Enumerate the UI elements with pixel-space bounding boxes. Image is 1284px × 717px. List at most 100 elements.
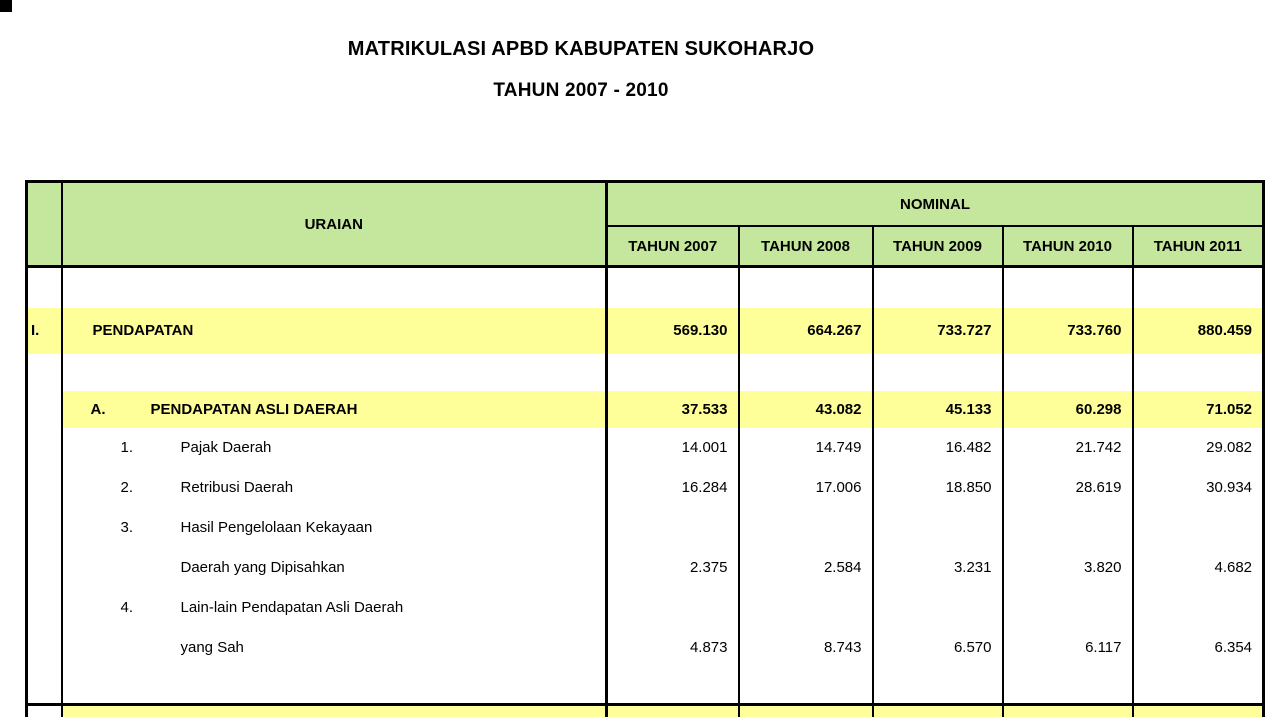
- value-cell: [738, 668, 874, 706]
- value-cell: 2.375: [606, 508, 740, 588]
- item-label: Pajak Daerah: [180, 439, 272, 456]
- value-cell: [606, 354, 740, 391]
- table-row-subsection: A. PENDAPATAN ASLI DAERAH 37.533 43.082 45.1…: [26, 391, 1264, 428]
- row-uraian-cell: [61, 704, 608, 717]
- header-year-2007: TAHUN 2007: [605, 225, 740, 268]
- subsection-letter: A.: [90, 401, 106, 418]
- row-uraian-cell: PENDAPATAN: [61, 308, 608, 354]
- item-label: Daerah yang Dipisahkan: [180, 559, 345, 576]
- subsection-label: PENDAPATAN ASLI DAERAH: [150, 401, 358, 418]
- value-cell: 16.284: [606, 468, 740, 508]
- table-row-item: 4. Lain-lain Pendapatan Asli Daerah yang S…: [26, 588, 1264, 668]
- value-cell: [606, 668, 740, 706]
- item-number: 4.: [120, 599, 134, 616]
- header-year-2008: TAHUN 2008: [737, 225, 874, 268]
- document-title-block: MATRIKULASI APBD KABUPATEN SUKOHARJO TAH…: [0, 28, 1162, 112]
- value-cell: [1133, 267, 1264, 309]
- item-line: 1. Pajak Daerah: [63, 428, 604, 468]
- document-subtitle: TAHUN 2007 - 2010: [493, 80, 669, 101]
- value-cell: 2.584: [738, 508, 874, 588]
- value-cell: [738, 354, 874, 391]
- value-cell: 60.298: [1002, 391, 1134, 428]
- item-line: 4. Lain-lain Pendapatan Asli Daerah: [63, 588, 604, 628]
- value-cell: 3.820: [1002, 508, 1134, 588]
- value-cell: [872, 668, 1004, 706]
- value-cell: 29.082: [1206, 439, 1253, 456]
- document-title: MATRIKULASI APBD KABUPATEN SUKOHARJO: [347, 38, 815, 60]
- value-cell: 664.267: [738, 308, 874, 354]
- value-cell: 569.130: [606, 308, 740, 354]
- value-cell: 18.850: [872, 468, 1004, 508]
- item-line: 3. Hasil Pengelolaan Kekayaan: [63, 508, 604, 548]
- value-cell: [738, 704, 874, 717]
- row-index-cell: [26, 266, 63, 308]
- row-index-cell: I.: [26, 308, 63, 354]
- value-cell: 6.570: [872, 588, 1004, 668]
- value-cell: 28.619: [1002, 468, 1134, 508]
- corner-artifact: [0, 0, 12, 12]
- value-cell: [738, 266, 874, 308]
- value-cell: 16.482: [872, 428, 1004, 468]
- item-line: Daerah yang Dipisahkan: [63, 548, 604, 588]
- row-uraian-cell: A. PENDAPATAN ASLI DAERAH: [61, 391, 608, 428]
- row-uraian-cell: 2. Retribusi Daerah: [61, 468, 608, 508]
- value-cell: 43.082: [738, 391, 874, 428]
- header-year-2010: TAHUN 2010: [1001, 225, 1134, 268]
- value-cell: 21.742: [1002, 428, 1134, 468]
- row-index-cell: [26, 428, 63, 468]
- item-label: Retribusi Daerah: [180, 479, 294, 496]
- row-index-cell: [26, 391, 63, 428]
- table-row-item: 2. Retribusi Daerah 16.284 17.006 18.850 28.6…: [26, 468, 1264, 508]
- table-header: URAIAN NOMINAL TAHUN 2007 TAHUN 2008 TAH…: [25, 180, 1265, 268]
- value-cell: 4.682: [1214, 559, 1253, 576]
- item-label: yang Sah: [180, 639, 244, 656]
- row-uraian-cell: 1. Pajak Daerah: [61, 428, 608, 468]
- item-line: yang Sah: [63, 628, 604, 668]
- value-cell: [1002, 354, 1134, 391]
- item-number: 1.: [120, 439, 134, 456]
- header-uraian: URAIAN: [60, 180, 608, 268]
- value-cell: [872, 266, 1004, 308]
- value-cell: 733.760: [1002, 308, 1134, 354]
- value-cell: [1002, 668, 1134, 706]
- value-cell: 30.934: [1206, 479, 1253, 496]
- value-cell: [1002, 266, 1134, 308]
- row-uraian-cell: 3. Hasil Pengelolaan Kekayaan Daerah yang …: [61, 508, 608, 588]
- row-uraian-cell: 4. Lain-lain Pendapatan Asli Daerah yang S…: [61, 588, 608, 668]
- value-cell: 45.133: [872, 391, 1004, 428]
- header-year-2011: TAHUN 2011: [1131, 225, 1265, 268]
- section-label: PENDAPATAN: [92, 322, 194, 339]
- table-row-spacer-top: [26, 266, 1264, 309]
- value-cell: 733.727: [872, 308, 1004, 354]
- table-row-spacer-bottom: [26, 668, 1264, 706]
- row-index-cell: [26, 354, 63, 391]
- value-cell: [1132, 668, 1264, 706]
- table-row-item: 3. Hasil Pengelolaan Kekayaan Daerah yang …: [26, 508, 1264, 588]
- value-cell: 14.001: [606, 428, 740, 468]
- value-cell: 37.533: [606, 391, 740, 428]
- header-nominal: NOMINAL: [605, 180, 1265, 227]
- value-cell: [872, 354, 1004, 391]
- apbd-table: URAIAN NOMINAL TAHUN 2007 TAHUN 2008 TAH…: [25, 180, 1266, 717]
- row-index-cell: [26, 468, 63, 508]
- row-uraian-cell: [61, 266, 608, 308]
- table-body: I. PENDAPATAN 569.130 664.267 733.727 733.760…: [26, 266, 1264, 717]
- table-row-spacer-mid: [26, 354, 1264, 391]
- item-label: Hasil Pengelolaan Kekayaan: [180, 519, 373, 536]
- value-cell: 17.006: [738, 468, 874, 508]
- value-cell: [872, 704, 1004, 717]
- header-year-2009: TAHUN 2009: [871, 225, 1004, 268]
- table-row-section: I. PENDAPATAN 569.130 664.267 733.727 733.760…: [26, 308, 1264, 354]
- value-cell: [606, 704, 740, 717]
- row-index-cell: [26, 704, 63, 717]
- item-number: 3.: [120, 519, 134, 536]
- value-cell: 880.459: [1132, 308, 1264, 354]
- value-cell: 6.354: [1214, 639, 1253, 656]
- value-cell: 14.749: [738, 428, 874, 468]
- item-line: 2. Retribusi Daerah: [63, 468, 604, 508]
- row-index-cell: [26, 668, 63, 706]
- value-cell: [1002, 704, 1134, 717]
- value-cell: 3.231: [872, 508, 1004, 588]
- row-uraian-cell: [61, 354, 608, 391]
